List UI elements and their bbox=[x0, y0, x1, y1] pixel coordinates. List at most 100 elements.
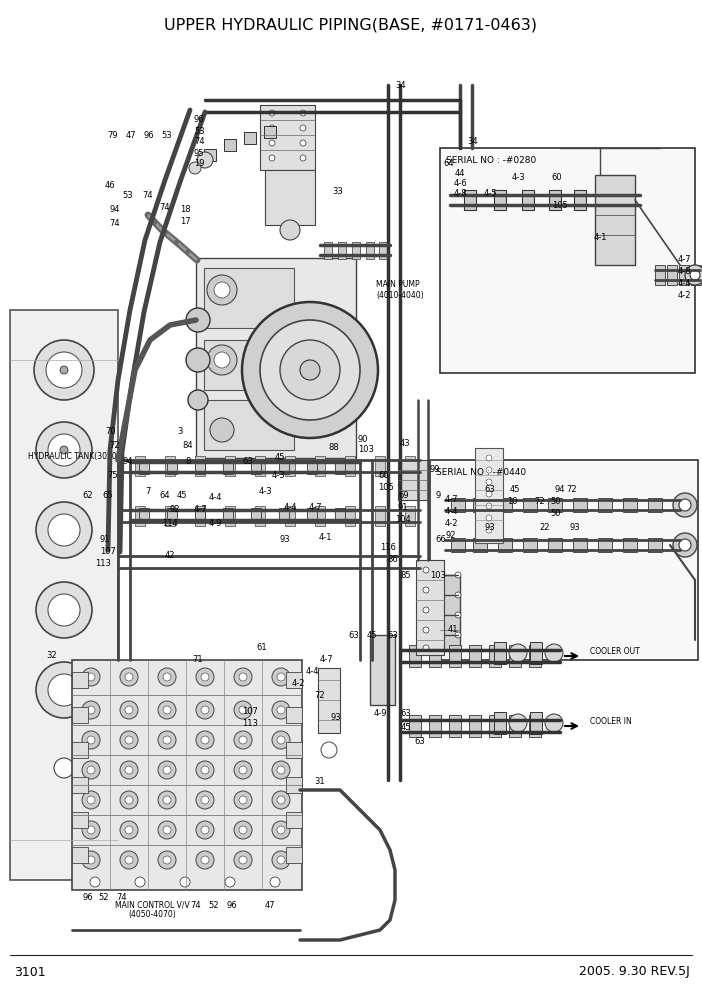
Text: 107: 107 bbox=[100, 548, 116, 557]
Bar bbox=[265, 170, 315, 225]
Text: 46: 46 bbox=[105, 182, 115, 190]
Circle shape bbox=[87, 796, 95, 804]
Text: 42: 42 bbox=[165, 551, 176, 559]
Circle shape bbox=[163, 766, 171, 774]
Text: 75: 75 bbox=[107, 471, 118, 480]
Bar bbox=[225, 456, 235, 476]
Circle shape bbox=[82, 731, 100, 749]
Circle shape bbox=[163, 673, 171, 681]
Circle shape bbox=[125, 706, 133, 714]
Text: 4-7: 4-7 bbox=[308, 504, 322, 513]
Bar bbox=[529, 645, 541, 667]
Circle shape bbox=[189, 162, 201, 174]
Circle shape bbox=[201, 766, 209, 774]
Circle shape bbox=[545, 644, 563, 662]
Circle shape bbox=[120, 731, 138, 749]
Bar bbox=[72, 812, 88, 828]
Circle shape bbox=[270, 877, 280, 887]
Text: 74: 74 bbox=[110, 219, 120, 228]
Circle shape bbox=[163, 826, 171, 834]
Circle shape bbox=[201, 736, 209, 744]
Text: 88: 88 bbox=[328, 443, 339, 452]
Text: 4-4: 4-4 bbox=[305, 668, 319, 677]
Circle shape bbox=[509, 714, 527, 732]
Circle shape bbox=[87, 706, 95, 714]
Circle shape bbox=[196, 821, 214, 839]
Bar bbox=[279, 460, 289, 474]
Circle shape bbox=[158, 701, 176, 719]
Bar bbox=[430, 460, 698, 660]
Circle shape bbox=[201, 673, 209, 681]
Bar bbox=[598, 538, 612, 552]
Bar bbox=[574, 190, 586, 210]
Circle shape bbox=[269, 110, 275, 116]
Circle shape bbox=[300, 155, 306, 161]
Bar bbox=[255, 506, 265, 526]
Circle shape bbox=[300, 125, 306, 131]
Circle shape bbox=[277, 706, 285, 714]
Text: 4-3: 4-3 bbox=[258, 487, 272, 497]
Text: 53: 53 bbox=[194, 127, 204, 136]
Text: COOLER IN: COOLER IN bbox=[590, 717, 632, 726]
Text: 90: 90 bbox=[358, 435, 369, 444]
Bar bbox=[72, 777, 88, 793]
Text: 96: 96 bbox=[227, 902, 237, 911]
Circle shape bbox=[196, 701, 214, 719]
Circle shape bbox=[214, 282, 230, 298]
Circle shape bbox=[158, 821, 176, 839]
Text: 50: 50 bbox=[551, 498, 562, 507]
Circle shape bbox=[423, 567, 429, 573]
Text: 64: 64 bbox=[159, 491, 171, 501]
Circle shape bbox=[234, 791, 252, 809]
Bar bbox=[335, 460, 345, 474]
Text: MAIN CONTROL V/V
(4050-4070): MAIN CONTROL V/V (4050-4070) bbox=[114, 900, 190, 920]
Circle shape bbox=[242, 302, 378, 438]
Bar bbox=[204, 400, 294, 450]
Text: 53: 53 bbox=[123, 190, 133, 199]
Bar bbox=[286, 777, 302, 793]
Text: 53: 53 bbox=[161, 132, 172, 141]
Circle shape bbox=[239, 766, 247, 774]
Bar bbox=[464, 190, 476, 210]
Bar bbox=[196, 258, 356, 458]
Bar bbox=[72, 660, 302, 890]
Circle shape bbox=[239, 673, 247, 681]
Text: 18: 18 bbox=[180, 205, 190, 214]
Bar bbox=[307, 508, 317, 522]
Text: 9: 9 bbox=[435, 491, 440, 501]
Bar bbox=[285, 456, 295, 476]
Bar bbox=[307, 460, 317, 474]
Bar bbox=[366, 242, 374, 259]
Bar bbox=[548, 538, 562, 552]
Text: 91: 91 bbox=[100, 536, 110, 545]
Circle shape bbox=[269, 140, 275, 146]
Circle shape bbox=[679, 539, 691, 551]
Text: 94: 94 bbox=[555, 485, 565, 494]
Bar bbox=[223, 508, 233, 522]
Text: 94: 94 bbox=[123, 457, 133, 466]
Text: 4-7: 4-7 bbox=[193, 506, 207, 515]
Bar bbox=[72, 672, 88, 688]
Circle shape bbox=[269, 155, 275, 161]
Circle shape bbox=[163, 706, 171, 714]
Text: 79: 79 bbox=[107, 132, 119, 141]
Text: 93: 93 bbox=[570, 524, 581, 533]
Bar bbox=[398, 460, 428, 500]
Bar bbox=[523, 498, 537, 512]
Text: UPPER HYDRAULIC PIPING(BASE, #0171-0463): UPPER HYDRAULIC PIPING(BASE, #0171-0463) bbox=[164, 18, 538, 33]
Circle shape bbox=[163, 856, 171, 864]
Circle shape bbox=[486, 479, 492, 485]
Circle shape bbox=[455, 572, 461, 578]
Bar bbox=[286, 707, 302, 723]
Text: 63: 63 bbox=[388, 632, 398, 641]
Bar bbox=[549, 190, 561, 210]
Bar bbox=[264, 126, 276, 138]
Text: 92: 92 bbox=[445, 532, 456, 541]
Text: 52: 52 bbox=[99, 894, 110, 903]
Text: 4-5: 4-5 bbox=[483, 188, 497, 197]
Text: 72: 72 bbox=[314, 691, 325, 700]
Bar bbox=[204, 149, 216, 161]
Text: 45: 45 bbox=[366, 632, 377, 641]
Circle shape bbox=[272, 761, 290, 779]
Bar bbox=[623, 538, 637, 552]
